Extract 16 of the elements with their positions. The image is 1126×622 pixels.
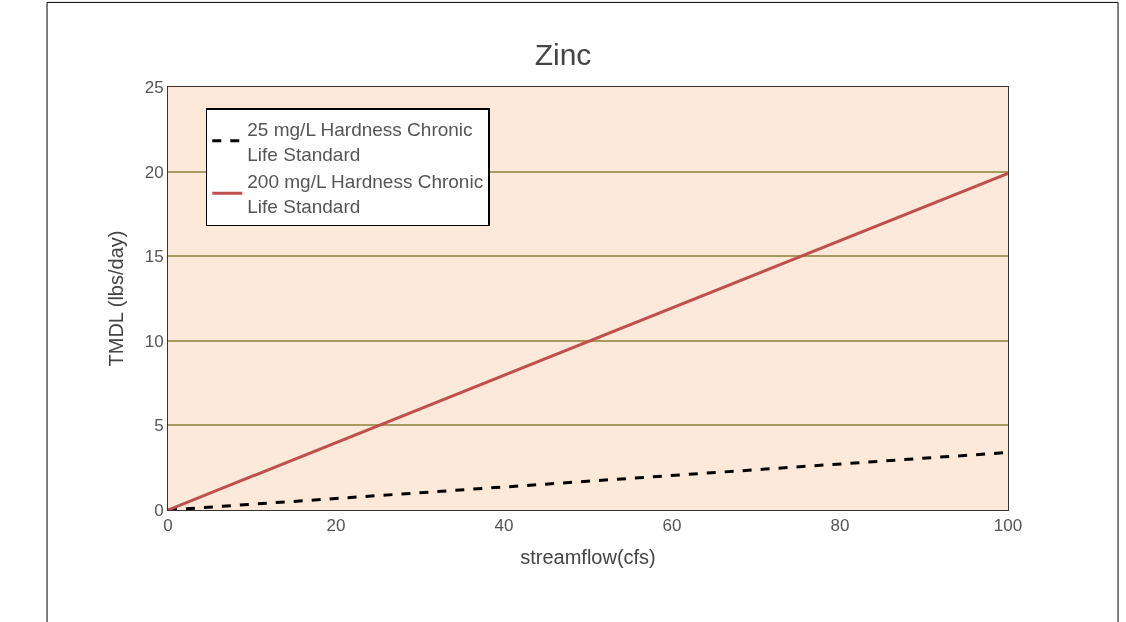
legend-label: 25 mg/L Hardness Chronic Life Standard xyxy=(247,118,473,165)
y-axis-title: TMDL (lbs/day) xyxy=(105,230,128,367)
y-tick-label: 20 xyxy=(144,162,164,182)
x-tick-label: 60 xyxy=(662,516,682,536)
x-axis-title: streamflow(cfs) xyxy=(520,545,656,568)
legend-label: 200 mg/L Hardness Chronic Life Standard xyxy=(247,171,484,218)
y-tick-label: 0 xyxy=(154,500,164,520)
y-tick-label: 10 xyxy=(144,331,164,351)
x-tick-label: 100 xyxy=(993,516,1023,536)
x-tick-label: 80 xyxy=(830,516,850,536)
x-tick-label: 20 xyxy=(326,516,346,536)
y-tick-label: 15 xyxy=(144,247,164,267)
y-tick-label: 5 xyxy=(154,416,164,436)
x-tick-label: 40 xyxy=(494,516,514,536)
chart-title: Zinc xyxy=(534,37,592,71)
y-tick-label: 25 xyxy=(144,77,164,97)
